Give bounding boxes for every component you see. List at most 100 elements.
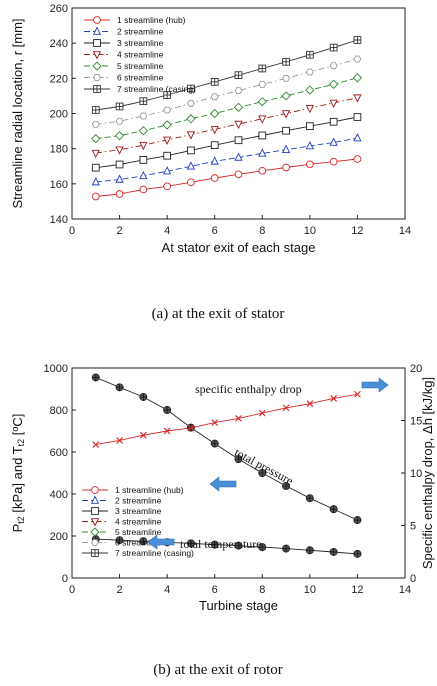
chart-a-data-point: [186, 114, 196, 124]
chart-b-data-point: [305, 494, 314, 503]
chart-b-data-point: [139, 431, 147, 439]
chart-a-series-line: [95, 116, 358, 169]
chart-b-y-axis-label-part: P: [10, 524, 25, 533]
chart-b-annotation-arrow: [147, 534, 175, 550]
chart-b-legend-marker: [90, 518, 100, 527]
chart-b-legend-marker: [90, 527, 100, 537]
chart-a-y-tick-label: 200: [50, 109, 68, 121]
chart-a-legend-marker: [92, 61, 102, 71]
chart-a-legend-marker: [93, 16, 101, 24]
chart-a-series-2: [91, 133, 362, 186]
chart-a-data-point: [139, 170, 148, 180]
chart-b-data-point: [186, 539, 195, 548]
chart-a-x-tick-label: 14: [399, 225, 411, 237]
chart-a-x-tick-label: 12: [351, 225, 363, 237]
chart-a-data-point: [186, 131, 196, 140]
chart-b-y-axis-label-part: [kPa] and T: [10, 446, 25, 516]
chart-b-x-tick-label: 12: [351, 584, 363, 596]
chart-b-legend-label: 6 streamline: [115, 538, 162, 548]
chart-a-data-point: [115, 174, 124, 183]
chart-b-x-axis-label: Turbine stage: [199, 598, 278, 613]
chart-b-y2-axis-label: Specific enthalpy drop, Δh [kJ/kg]: [420, 377, 435, 569]
chart-a-data-point: [115, 190, 124, 198]
chart-a-data-point: [329, 79, 339, 89]
chart-a-data-point: [210, 108, 220, 119]
chart-a-data-point: [329, 99, 338, 108]
chart-b-annotation-1: specific enthalpy drop: [195, 382, 302, 396]
chart-a-x-tick-label: 6: [212, 225, 218, 237]
chart-b-data-point: [139, 392, 148, 401]
chart-a-data-point: [91, 149, 100, 159]
chart-b-data-point: [163, 405, 172, 414]
chart-a-data-point: [305, 85, 315, 95]
chart-a-data-point: [234, 120, 243, 130]
chart-a-data-point: [210, 174, 219, 182]
chart-a-legend-label: 1 streamline (hub): [117, 15, 186, 25]
chart-a-data-point: [163, 166, 172, 175]
chart-b-data-point: [258, 409, 266, 417]
chart-b-series-line: [95, 393, 358, 446]
chart-b-data-point: [234, 541, 243, 550]
chart-a-y-tick-label: 260: [50, 3, 68, 15]
chart-a-data-point: [353, 133, 362, 142]
chart-b-annotation-arrow: [361, 377, 389, 393]
chart-b-data-point: [210, 439, 219, 448]
chart-a-data-point: [258, 115, 267, 124]
chart-b-x-tick-label: 4: [164, 584, 170, 596]
chart-b-x-tick-label: 8: [259, 584, 265, 596]
chart-a-series-line: [95, 58, 358, 125]
chart-a-series-line: [95, 137, 358, 183]
chart-a-data-point: [163, 151, 171, 160]
chart-b-data-point: [353, 516, 362, 525]
chart-b-caption: (b) at the exit of rotor: [153, 662, 283, 678]
chart-b-series-enthalpy-drop: [92, 390, 361, 449]
chart-b-data-point: [91, 373, 100, 382]
chart-a-caption: (a) at the exit of stator: [152, 306, 285, 322]
chart-a-data-point: [233, 102, 244, 112]
chart-a-legend-label: 7 streamline (casing): [117, 84, 196, 94]
chart-a-data-point: [91, 163, 100, 172]
chart-a-data-point: [139, 156, 148, 164]
chart-a-x-axis-label: At stator exit of each stage: [162, 240, 316, 255]
chart-b-y-tick-label: 400: [50, 489, 68, 501]
chart-a-data-point: [353, 155, 362, 163]
chart-b-legend-label: 2 streamline: [115, 496, 162, 506]
chart-a-data-point: [282, 126, 290, 135]
chart-b-y2-tick-label: 20: [410, 363, 422, 375]
chart-b-data-point: [116, 437, 123, 444]
chart-a-data-point: [210, 156, 219, 165]
chart-b-y-axis-label: Pt2 [kPa] and Tt2 [oC]: [10, 414, 26, 533]
chart-b-data-point: [211, 419, 219, 426]
chart-a-data-point: [329, 117, 338, 126]
chart-a-data-point: [115, 160, 124, 169]
chart-a-legend-marker: [92, 51, 102, 60]
chart-a-data-point: [329, 62, 338, 70]
chart-a-data-point: [139, 141, 148, 151]
chart-b-annotation-3: total temperature: [180, 537, 262, 551]
chart-a-data-point: [258, 148, 267, 157]
chart-a-legend-marker: [93, 74, 101, 81]
chart-b-y-tick-label: 600: [50, 447, 68, 459]
chart-a-legend-label: 5 streamline: [117, 61, 164, 71]
chart-a-data-point: [257, 97, 267, 107]
chart-a-data-point: [258, 81, 267, 88]
chart-b-data-point: [235, 415, 242, 422]
chart-b-legend-marker: [91, 507, 99, 515]
chart-a-data-point: [306, 160, 314, 169]
chart-a-data-point: [114, 131, 125, 141]
chart-a-data-point: [281, 110, 291, 119]
chart-b-x-tick-label: 6: [212, 584, 218, 596]
chart-b-data-point: [115, 536, 124, 545]
chart-a-data-point: [115, 102, 124, 111]
chart-a-data-point: [187, 146, 195, 155]
chart-a-y-tick-label: 160: [50, 179, 68, 191]
chart-b-y-tick-label: 800: [50, 405, 68, 417]
chart-a-data-point: [281, 144, 291, 153]
chart-b-data-point: [282, 482, 291, 491]
chart-b-x-tick-label: 0: [69, 584, 75, 596]
chart-b-legend-label: 1 streamline (hub): [115, 485, 184, 495]
chart-a-y-tick-label: 240: [50, 38, 68, 50]
chart-b-annotation-arrow: [209, 476, 237, 492]
chart-b-data-point: [187, 424, 195, 432]
